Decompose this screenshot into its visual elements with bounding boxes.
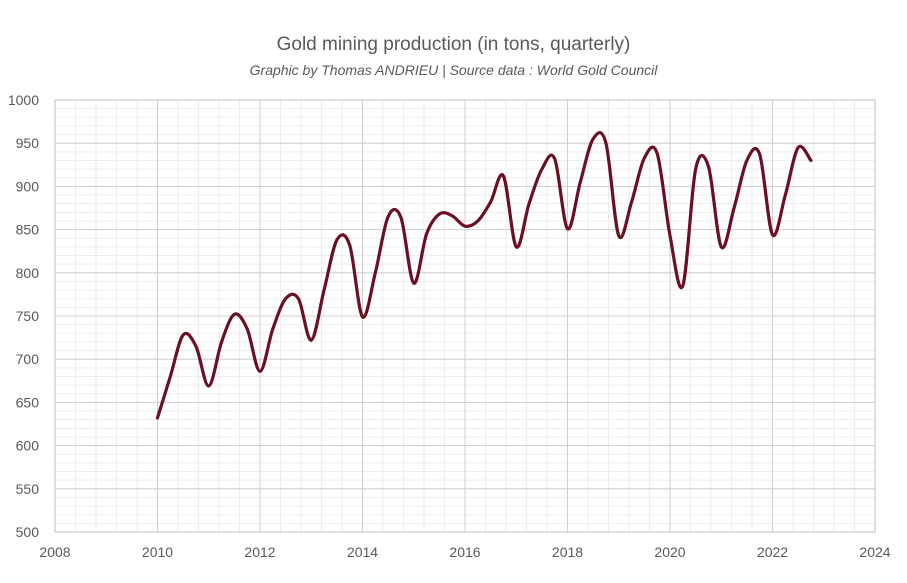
y-tick-label: 850: [16, 222, 40, 238]
x-tick-label: 2020: [654, 544, 685, 560]
y-tick-label: 500: [16, 524, 40, 540]
x-tick-label: 2014: [347, 544, 378, 560]
y-tick-label: 600: [16, 438, 40, 454]
x-tick-label: 2016: [449, 544, 480, 560]
series-line: [155, 131, 813, 420]
x-tick-label: 2018: [552, 544, 583, 560]
y-tick-label: 650: [16, 394, 40, 410]
y-tick-label: 900: [16, 178, 40, 194]
x-tick-label: 2024: [859, 544, 890, 560]
y-tick-label: 550: [16, 481, 40, 497]
x-tick-label: 2022: [757, 544, 788, 560]
plot-frame: [54, 99, 876, 533]
x-axis-ticks: 2008 2010 2012 2014 2016 2018 2020 2022 2024: [39, 544, 890, 560]
y-tick-label: 950: [16, 135, 40, 151]
chart-subtitle: Graphic by Thomas ANDRIEU | Source data …: [249, 62, 658, 78]
y-tick-label: 750: [16, 308, 40, 324]
y-tick-label: 1000: [8, 92, 39, 108]
y-axis-ticks: 500 550 600 650 700 750 800 850 900 950 1000: [8, 92, 39, 540]
y-tick-label: 800: [16, 265, 40, 281]
y-tick-label: 700: [16, 351, 40, 367]
x-tick-label: 2012: [244, 544, 275, 560]
x-tick-label: 2010: [142, 544, 173, 560]
chart-title: Gold mining production (in tons, quarter…: [276, 34, 631, 55]
x-tick-label: 2008: [39, 544, 70, 560]
